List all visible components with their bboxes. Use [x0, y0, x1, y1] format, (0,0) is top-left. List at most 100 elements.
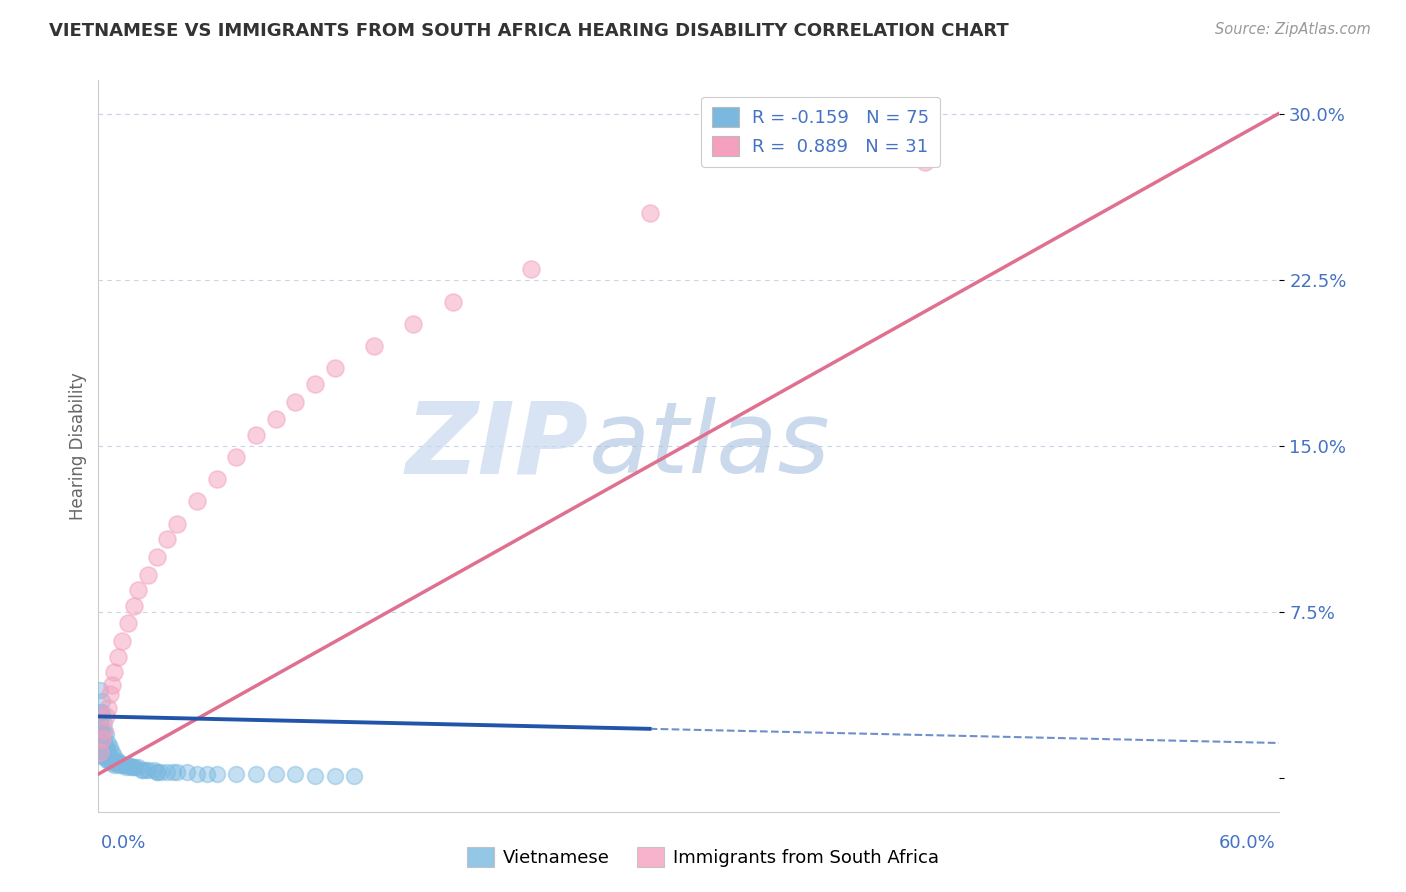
Point	[98, 687, 121, 701]
Point	[98, 749, 121, 764]
Point	[304, 376, 326, 391]
Point	[96, 727, 118, 741]
Point	[156, 764, 179, 779]
Point	[146, 764, 169, 779]
Point	[93, 742, 115, 756]
Point	[96, 738, 118, 752]
Point	[131, 763, 153, 777]
Point	[363, 339, 385, 353]
Point	[205, 472, 228, 486]
Text: VIETNAMESE VS IMMIGRANTS FROM SOUTH AFRICA HEARING DISABILITY CORRELATION CHART: VIETNAMESE VS IMMIGRANTS FROM SOUTH AFRI…	[49, 22, 1010, 40]
Point	[89, 723, 111, 737]
Text: Source: ZipAtlas.com: Source: ZipAtlas.com	[1215, 22, 1371, 37]
Point	[117, 758, 139, 772]
Point	[115, 760, 138, 774]
Point	[93, 723, 115, 737]
Text: ZIP: ZIP	[405, 398, 589, 494]
Point	[638, 206, 661, 220]
Point	[122, 599, 145, 613]
Point	[89, 749, 111, 764]
Point	[108, 756, 131, 770]
Point	[284, 767, 307, 781]
Point	[245, 767, 267, 781]
Point	[402, 317, 425, 331]
Point	[107, 754, 129, 768]
Point	[101, 751, 124, 765]
Point	[89, 745, 111, 759]
Point	[91, 705, 114, 719]
Point	[323, 361, 346, 376]
Point	[264, 412, 287, 426]
Point	[111, 758, 134, 772]
Point	[91, 731, 114, 746]
Point	[91, 731, 114, 746]
Point	[97, 754, 120, 768]
Point	[186, 494, 208, 508]
Point	[103, 749, 125, 764]
Point	[162, 764, 184, 779]
Point	[103, 754, 125, 768]
Point	[89, 716, 111, 731]
Point	[186, 767, 208, 781]
Point	[166, 516, 188, 531]
Legend: R = -0.159   N = 75, R =  0.889   N = 31: R = -0.159 N = 75, R = 0.889 N = 31	[702, 96, 939, 167]
Point	[103, 758, 125, 772]
Point	[91, 709, 114, 723]
Point	[105, 754, 128, 768]
Point	[520, 261, 543, 276]
Point	[195, 767, 218, 781]
Point	[284, 394, 307, 409]
Point	[105, 756, 128, 770]
Point	[107, 649, 129, 664]
Point	[111, 634, 134, 648]
Point	[121, 760, 143, 774]
Point	[97, 736, 120, 750]
Point	[91, 694, 114, 708]
Point	[98, 740, 121, 755]
Point	[111, 758, 134, 772]
Point	[89, 742, 111, 756]
Point	[176, 764, 198, 779]
Point	[142, 763, 165, 777]
Point	[127, 760, 149, 774]
Point	[93, 727, 115, 741]
Point	[156, 532, 179, 546]
Point	[136, 763, 159, 777]
Point	[122, 760, 145, 774]
Point	[89, 738, 111, 752]
Point	[97, 700, 120, 714]
Point	[264, 767, 287, 781]
Point	[96, 751, 118, 765]
Text: 0.0%: 0.0%	[100, 834, 146, 852]
Point	[89, 731, 111, 746]
Point	[118, 760, 141, 774]
Text: 60.0%: 60.0%	[1219, 834, 1275, 852]
Point	[93, 736, 115, 750]
Point	[323, 769, 346, 783]
Point	[98, 754, 121, 768]
Point	[136, 567, 159, 582]
Point	[91, 723, 114, 737]
Point	[89, 705, 111, 719]
Point	[91, 738, 114, 752]
Legend: Vietnamese, Immigrants from South Africa: Vietnamese, Immigrants from South Africa	[460, 839, 946, 874]
Point	[127, 583, 149, 598]
Point	[97, 749, 120, 764]
Point	[117, 616, 139, 631]
Point	[441, 294, 464, 309]
Point	[89, 682, 111, 697]
Point	[97, 742, 120, 756]
Point	[166, 764, 188, 779]
Point	[93, 749, 115, 764]
Point	[146, 549, 169, 564]
Point	[103, 665, 125, 679]
Point	[101, 756, 124, 770]
Point	[914, 155, 936, 169]
Point	[225, 767, 247, 781]
Point	[205, 767, 228, 781]
Point	[96, 709, 118, 723]
Point	[304, 769, 326, 783]
Point	[343, 769, 366, 783]
Point	[135, 763, 157, 777]
Point	[96, 745, 118, 759]
